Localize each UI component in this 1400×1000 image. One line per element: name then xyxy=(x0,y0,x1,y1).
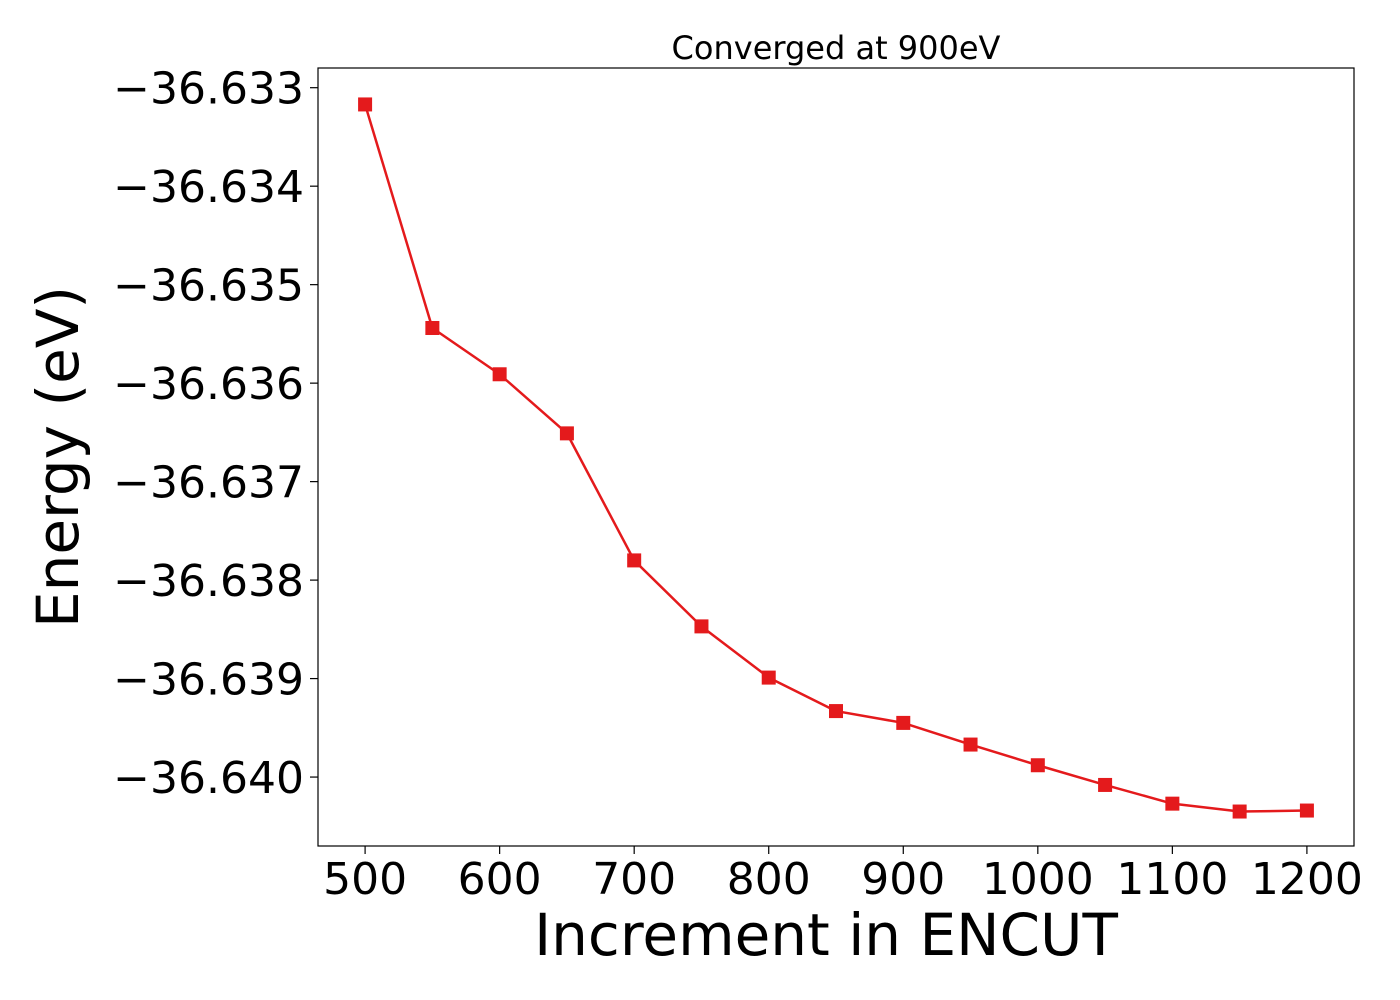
data-point-marker xyxy=(1165,796,1180,811)
x-axis-ticks: 500 600 700 800 900 1000 1100 1200 xyxy=(323,846,1363,905)
x-tick-label: 500 xyxy=(323,854,407,905)
data-point-marker xyxy=(963,737,978,752)
chart-title: Converged at 900eV xyxy=(672,29,1001,67)
data-point-marker xyxy=(694,619,709,634)
y-tick-label: −36.636 xyxy=(113,359,304,410)
data-point-marker xyxy=(358,97,373,112)
x-tick-label: 900 xyxy=(861,854,945,905)
y-axis-label: Energy (eV) xyxy=(24,286,92,628)
data-point-marker xyxy=(1098,777,1113,792)
data-point-marker xyxy=(1299,803,1314,818)
y-tick-label: −36.637 xyxy=(113,458,304,509)
plot-frame xyxy=(317,67,1355,847)
data-point-marker xyxy=(1232,804,1247,819)
y-tick-label: −36.638 xyxy=(113,556,304,607)
x-axis-label: Increment in ENCUT xyxy=(534,901,1118,969)
x-tick-label: 800 xyxy=(727,854,811,905)
data-point-marker xyxy=(761,670,776,685)
y-axis-ticks: −36.633 −36.634 −36.635 −36.636 −36.637 −36.6… xyxy=(113,64,318,804)
data-point-marker xyxy=(1030,758,1045,773)
data-point-marker xyxy=(425,320,440,335)
x-tick-label: 700 xyxy=(592,854,676,905)
data-point-marker xyxy=(492,367,507,382)
x-tick-label: 1200 xyxy=(1251,854,1363,905)
y-tick-label: −36.635 xyxy=(113,261,304,312)
x-tick-label: 600 xyxy=(458,854,542,905)
data-point-marker xyxy=(559,426,574,441)
y-tick-label: −36.633 xyxy=(113,64,304,115)
x-tick-label: 1000 xyxy=(982,854,1094,905)
y-tick-label: −36.634 xyxy=(113,162,304,213)
y-tick-label: −36.640 xyxy=(113,753,304,804)
data-point-marker xyxy=(896,715,911,730)
y-tick-label: −36.639 xyxy=(113,655,304,706)
series-layer xyxy=(358,97,1314,819)
data-point-marker xyxy=(627,553,642,568)
x-tick-label: 1100 xyxy=(1116,854,1228,905)
data-point-marker xyxy=(829,704,843,719)
